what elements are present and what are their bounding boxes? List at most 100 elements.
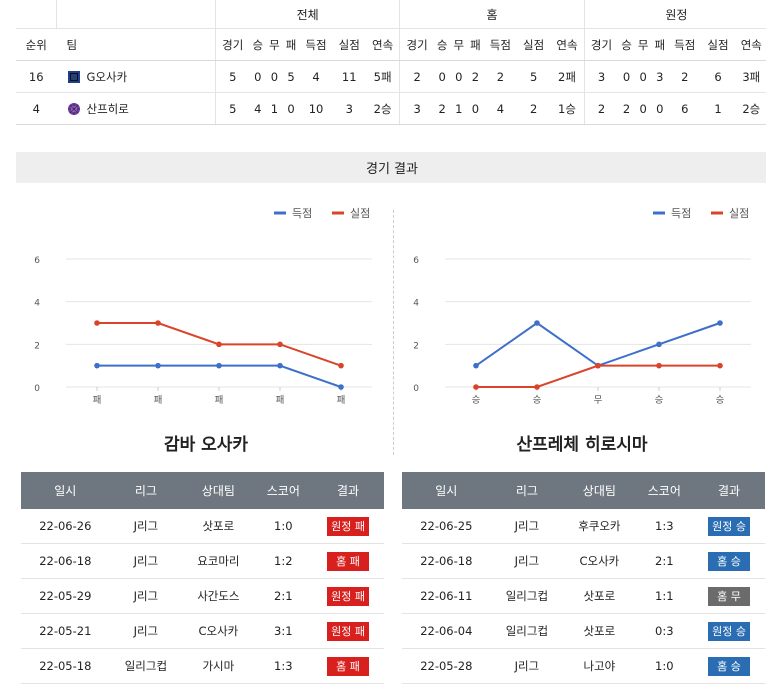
match-row[interactable]: 22-06-26 J리그 삿포로 1:0 원정 패 [21, 509, 384, 544]
data-point[interactable] [338, 384, 344, 390]
x-tick-label: 무 [594, 395, 603, 406]
match-score: 1:3 [254, 648, 313, 684]
team-name: G오사카 [86, 69, 128, 84]
rank-cell: 16 [16, 60, 57, 93]
match-result-cell: 원정 승 [693, 509, 765, 544]
column-header: 경기 [399, 28, 434, 61]
data-point[interactable] [155, 362, 161, 369]
match-date: 22-06-11 [402, 578, 491, 614]
stat-cell: 0 [282, 92, 300, 125]
result-badge: 원정 승 [708, 516, 751, 536]
match-row[interactable]: 22-05-18 일리그컵 가시마 1:3 홈 패 [21, 648, 384, 684]
match-row[interactable]: 22-06-18 J리그 요코마리 1:2 홈 패 [21, 543, 384, 579]
match-row[interactable]: 22-06-11 일리그컵 삿포로 1:1 홈 무 [402, 578, 765, 614]
stat-cell: 2승 [734, 92, 766, 125]
match-score: 0:3 [635, 613, 694, 649]
y-tick-label: 4 [413, 299, 419, 309]
legend-label: 실점 [729, 207, 749, 220]
stat-cell: 10 [299, 92, 333, 125]
left-team-chart: 득점 실점 0 2 4 6 패 패 패 패 패 [34, 207, 372, 406]
group-overall: 전체 [214, 0, 400, 29]
group-home: 홈 [399, 0, 585, 29]
stat-cell: 0 [450, 60, 468, 93]
team-name: 산프히로 [86, 101, 129, 116]
stat-cell: 0 [467, 92, 484, 125]
results-header-row: 일시 리그 상대팀 스코어 결과 [21, 472, 384, 509]
data-point[interactable] [656, 341, 662, 348]
stat-cell: 1 [450, 92, 468, 125]
standings-group-header: 전체 홈 원정 [16, 0, 766, 29]
stat-cell: 5 [517, 60, 551, 93]
team-cell[interactable]: 산프히로 [56, 92, 216, 125]
data-point[interactable] [94, 362, 100, 369]
column-header: 경기 [583, 28, 619, 61]
results-column-header: 일시 [21, 472, 110, 509]
column-header: 실점 [701, 28, 735, 61]
match-result-cell: 홈 패 [312, 543, 384, 579]
results-column-header: 리그 [109, 472, 183, 509]
data-point[interactable] [473, 384, 479, 390]
results-column-header: 일시 [402, 472, 491, 509]
stat-cell: 6 [701, 60, 735, 93]
group-away: 원정 [583, 0, 766, 29]
stat-cell: 2 [399, 60, 434, 93]
match-row[interactable]: 22-05-28 J리그 나고야 1:0 홈 승 [402, 648, 765, 684]
match-date: 22-06-25 [402, 509, 491, 544]
match-row[interactable]: 22-05-29 J리그 사간도스 2:1 원정 패 [21, 578, 384, 614]
y-tick-label: 6 [34, 256, 40, 266]
column-header: 실점 [332, 28, 366, 61]
column-header: 패 [651, 28, 669, 61]
data-point[interactable] [534, 320, 540, 326]
results-column-header: 결과 [312, 472, 384, 509]
match-score: 1:3 [635, 509, 694, 544]
match-league: J리그 [109, 543, 183, 579]
x-tick-label: 패 [154, 395, 163, 406]
data-point[interactable] [717, 320, 723, 326]
data-point[interactable] [94, 320, 100, 326]
y-tick-label: 2 [34, 341, 40, 351]
y-tick-label: 4 [34, 299, 40, 309]
data-point[interactable] [656, 362, 662, 369]
match-date: 22-06-18 [402, 543, 491, 579]
team-cell[interactable]: G오사카 [56, 60, 216, 93]
data-point[interactable] [717, 362, 723, 369]
data-point[interactable] [473, 362, 479, 369]
data-point[interactable] [534, 384, 540, 390]
data-point[interactable] [216, 341, 222, 348]
stat-cell: 4 [299, 60, 333, 93]
match-date: 22-05-28 [402, 648, 491, 684]
match-league: J리그 [109, 578, 183, 614]
data-point[interactable] [155, 320, 161, 326]
match-row[interactable]: 22-06-25 J리그 후쿠오카 1:3 원정 승 [402, 509, 765, 544]
match-row[interactable]: 22-06-04 일리그컵 삿포로 0:3 원정 승 [402, 613, 765, 649]
column-header: 승 [618, 28, 635, 61]
standings-row: 16 G오사카 5 0 0 5 4 11 5패 2 0 0 2 2 5 2패 3 0 0 3 2 6 3패 [16, 60, 766, 93]
standings-row: 4 산프히로 5 4 1 0 10 3 2승 3 2 1 0 4 2 1승 2 2 0 0 6 1 2승 [16, 92, 766, 125]
legend-item: 득점 [274, 207, 312, 220]
column-header: 승 [433, 28, 451, 61]
match-league: 일리그컵 [109, 648, 183, 684]
stat-cell: 2 [618, 92, 635, 125]
match-opponent: 삿포로 [182, 509, 255, 544]
legend-item: 실점 [711, 207, 749, 220]
match-score: 2:1 [635, 543, 694, 579]
result-badge: 홈 패 [327, 656, 370, 676]
stat-cell: 2 [467, 60, 484, 93]
result-badge: 홈 패 [327, 551, 370, 571]
data-point[interactable] [216, 362, 222, 369]
data-point[interactable] [595, 362, 601, 369]
match-row[interactable]: 22-06-18 J리그 C오사카 2:1 홈 승 [402, 543, 765, 579]
divider [393, 210, 394, 455]
match-date: 22-05-29 [21, 578, 110, 614]
match-league: J리그 [490, 648, 564, 684]
data-point[interactable] [338, 362, 344, 369]
match-row[interactable]: 22-05-21 J리그 C오사카 3:1 원정 패 [21, 613, 384, 649]
column-header: 팀 [56, 28, 216, 61]
data-point[interactable] [277, 341, 283, 348]
stat-cell: 0 [618, 60, 635, 93]
stat-cell: 1 [266, 92, 283, 125]
column-header: 연속 [550, 28, 585, 61]
match-result-cell: 홈 패 [312, 648, 384, 684]
data-point[interactable] [277, 362, 283, 369]
column-header: 득점 [668, 28, 702, 61]
